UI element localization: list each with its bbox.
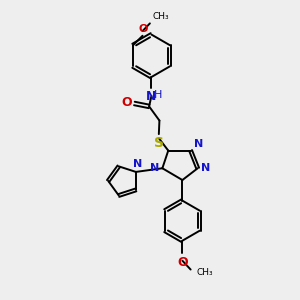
Text: H: H bbox=[154, 90, 162, 100]
Text: O: O bbox=[138, 24, 148, 34]
Text: CH₃: CH₃ bbox=[196, 268, 213, 277]
Text: N: N bbox=[133, 159, 142, 169]
Text: N: N bbox=[150, 163, 159, 173]
Text: S: S bbox=[154, 136, 164, 150]
Text: O: O bbox=[122, 96, 132, 110]
Text: CH₃: CH₃ bbox=[153, 12, 169, 21]
Text: O: O bbox=[177, 256, 188, 269]
Text: N: N bbox=[146, 90, 157, 103]
Text: N: N bbox=[194, 139, 203, 149]
Text: N: N bbox=[201, 163, 210, 173]
